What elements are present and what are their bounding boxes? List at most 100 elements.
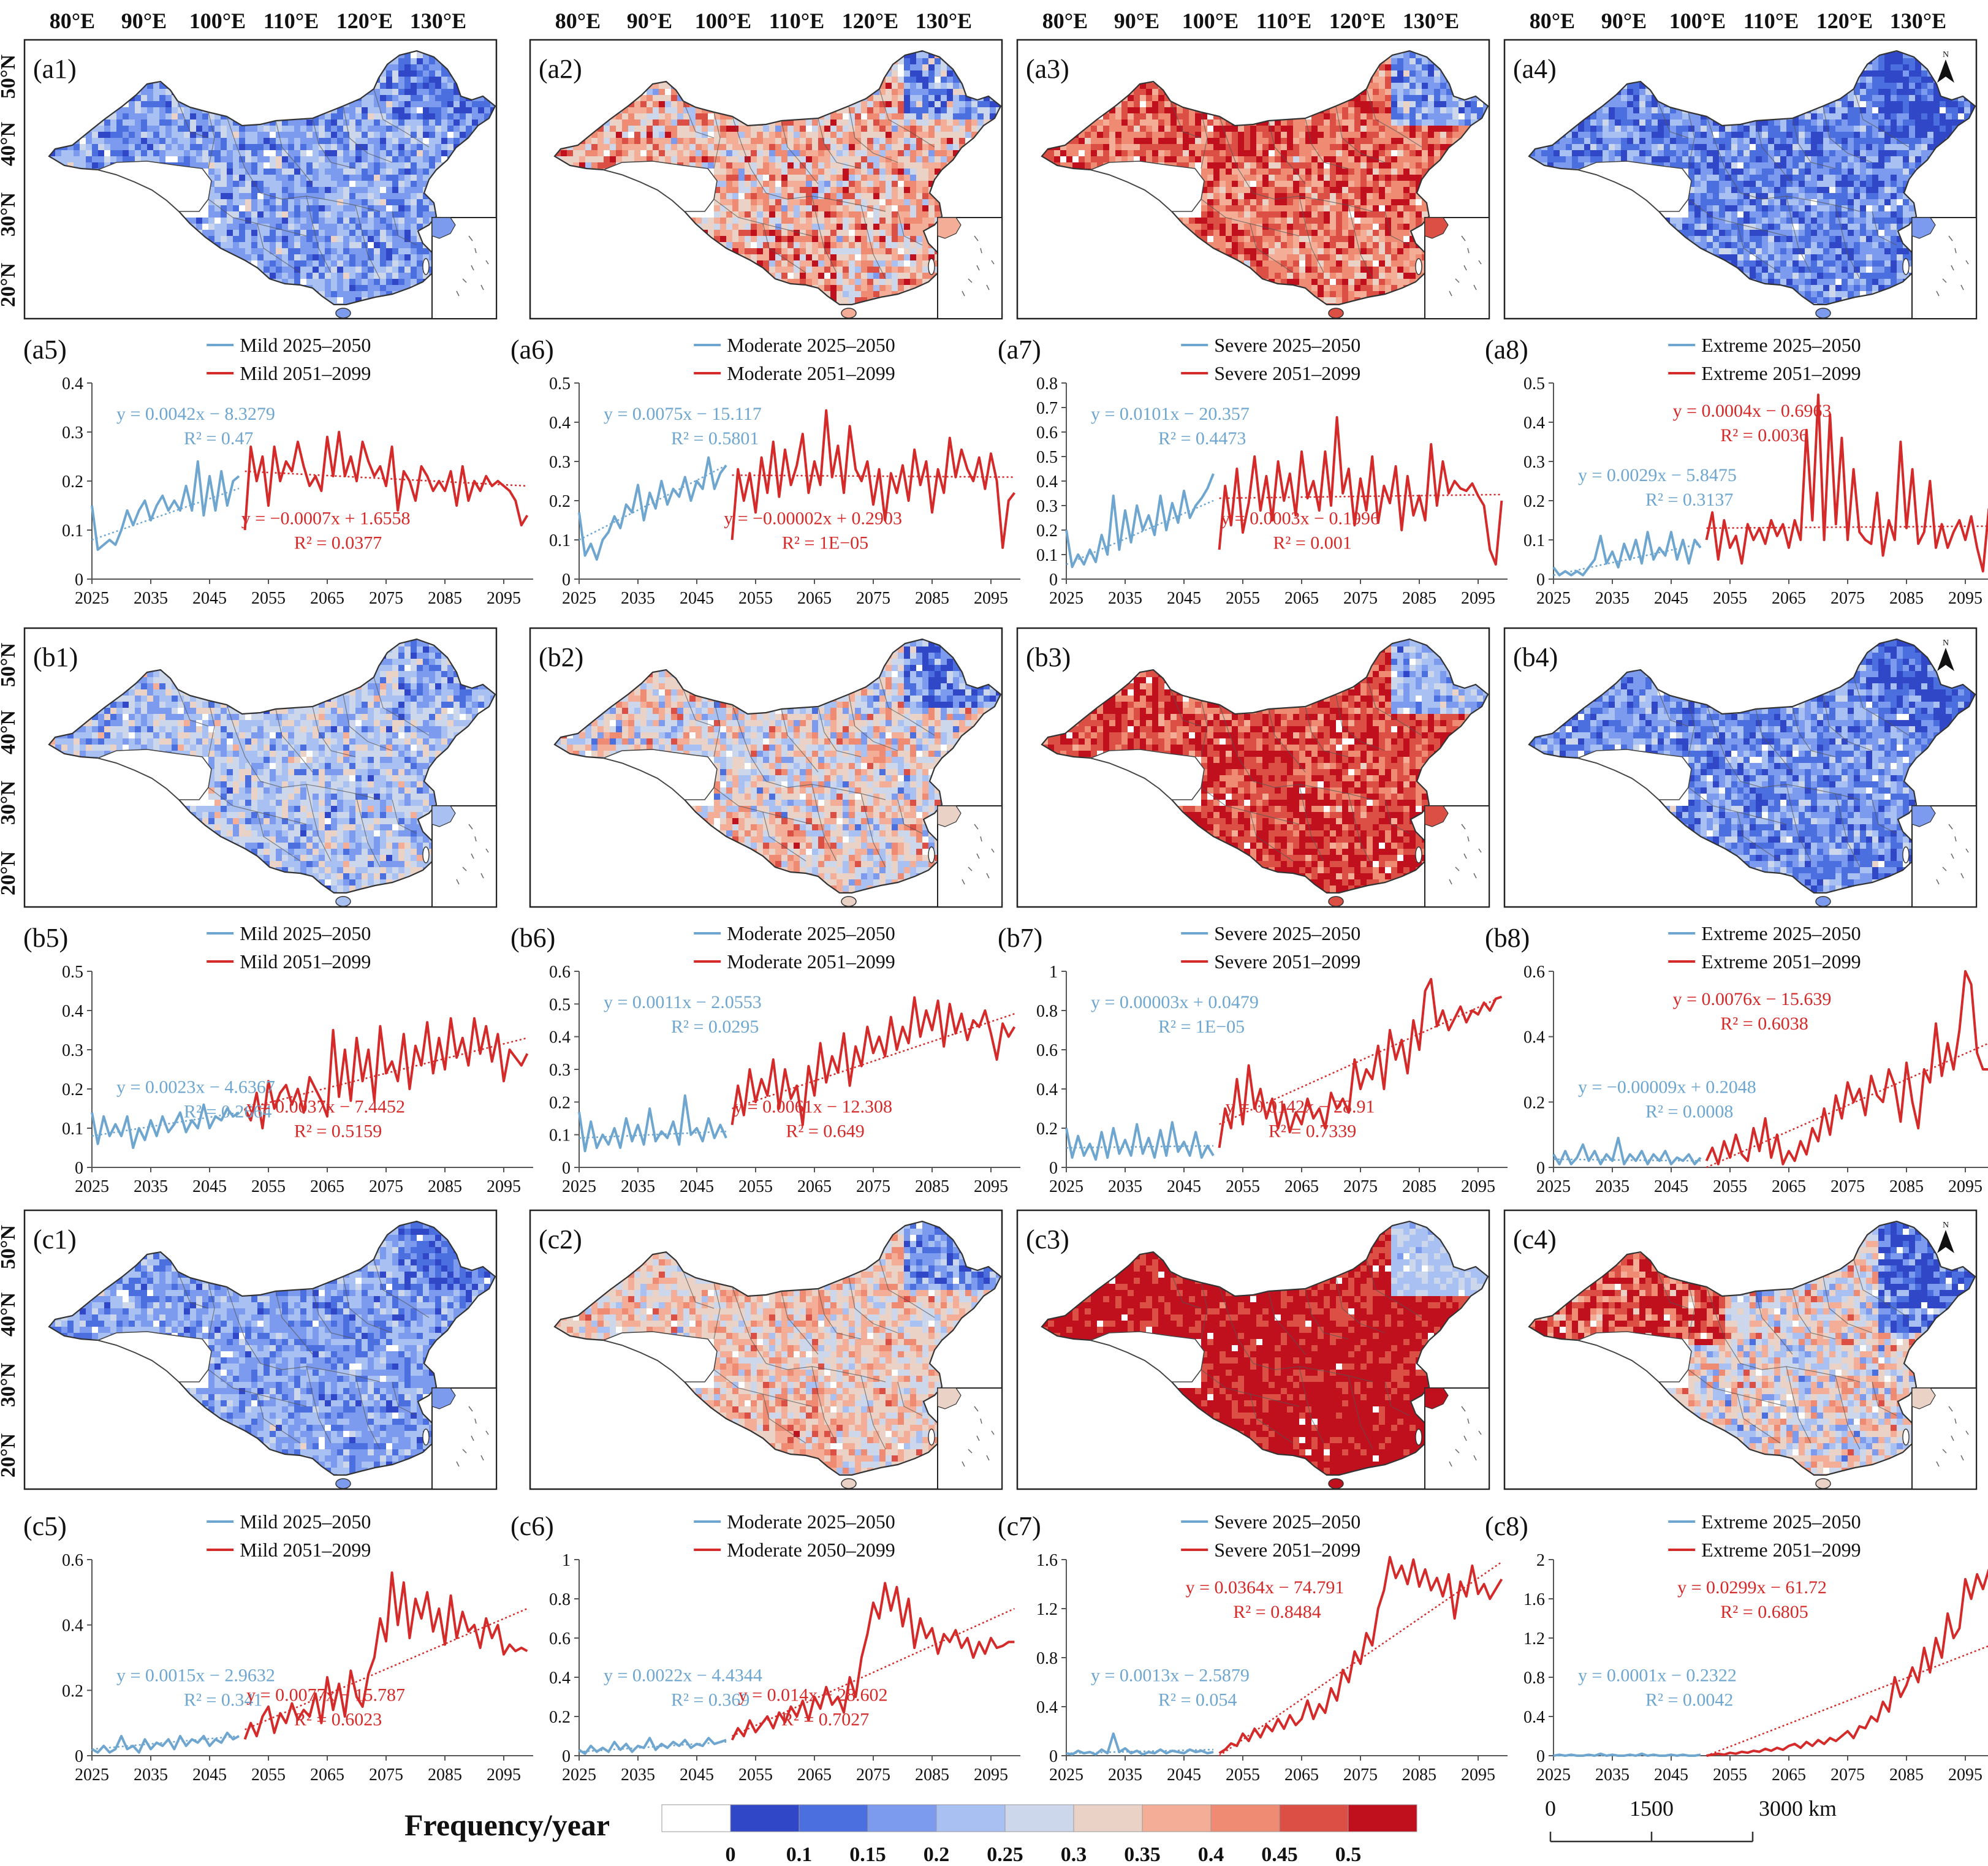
map-cell [653,132,659,138]
map-cell [178,113,184,119]
map-cell [147,150,153,156]
map-cell [288,126,294,132]
map-cell [343,138,349,144]
map-cell [726,211,732,218]
map-cell [104,119,110,126]
map-cell [787,193,794,199]
map-cell [123,119,129,126]
map-cell [781,150,787,156]
map-cell [349,119,355,126]
map-cell [922,132,928,138]
map-cell [380,77,386,83]
map-cell [257,242,264,248]
map-cell [585,162,591,169]
map-cell [411,175,417,181]
map-cell [239,144,245,150]
map-cell [325,144,331,150]
map-cell [123,107,129,113]
map-cell [221,162,227,169]
map-cell [922,156,928,162]
map-cell [306,218,313,224]
map-cell [233,150,239,156]
map-cell [904,187,910,193]
map-cell [362,113,368,119]
map-cell [794,211,800,218]
map-cell [417,107,423,113]
map-cell [214,119,221,126]
map-cell [257,193,264,199]
map-cell [892,113,898,119]
map-cell [714,138,720,144]
map-cell [849,113,855,119]
map-cell [849,126,855,132]
map-cell [368,181,374,187]
province-boundary [306,195,332,273]
map-cell [441,113,447,119]
map-cell [227,187,233,193]
map-cell [135,156,141,162]
map-cell [331,260,337,267]
map-cell [294,193,300,199]
map-cell [288,193,294,199]
map-cell [855,162,861,169]
map-cell [904,64,910,70]
map-cell [775,205,781,211]
map-cell [343,211,349,218]
map-cell [640,101,647,107]
map-cell [867,138,873,144]
map-cell [769,187,775,193]
map-cell [879,132,886,138]
map-cell [337,224,343,230]
map-cell [294,236,300,242]
map-cell [573,156,579,162]
map-cell [153,107,159,113]
map-cell [708,150,714,156]
map-cell [74,144,80,150]
map-cell [417,181,423,187]
map-cell [867,162,873,169]
map-cell [977,119,984,126]
map-cell [953,132,959,138]
map-cell [251,126,257,132]
map-cell [386,260,392,267]
map-cell [325,230,331,236]
map-cell [922,193,928,199]
map-cell [953,150,959,156]
map-cell [910,162,916,169]
province-boundary [392,211,417,246]
map-cell [653,126,659,132]
map-cell [953,144,959,150]
map-cell [726,156,732,162]
map-cell [460,132,466,138]
map-cell [824,138,830,144]
map-cell [276,175,282,181]
map-cell [640,119,647,126]
map-cell [910,95,916,101]
map-cell [313,273,319,279]
map-cell [867,169,873,175]
map-cell [677,126,683,132]
map-cell [349,267,355,273]
map-cell [343,193,349,199]
map-cell [233,126,239,132]
map-cell [837,119,843,126]
map-cell [368,169,374,175]
map-cell [904,89,910,95]
map-cell [977,113,984,119]
map-cell [892,132,898,138]
map-cell [392,242,398,248]
map-cell [270,248,276,254]
map-cell [368,95,374,101]
map-cell [214,150,221,156]
map-cell [404,144,411,150]
map-cell [227,248,233,254]
plateau-region [96,161,212,212]
map-cell [380,211,386,218]
map-cell [441,150,447,156]
map-cell [362,211,368,218]
map-cell [196,113,202,119]
map-cell [386,162,392,169]
map-cell [264,236,270,242]
map-cell [855,144,861,150]
map-cell [239,126,245,132]
